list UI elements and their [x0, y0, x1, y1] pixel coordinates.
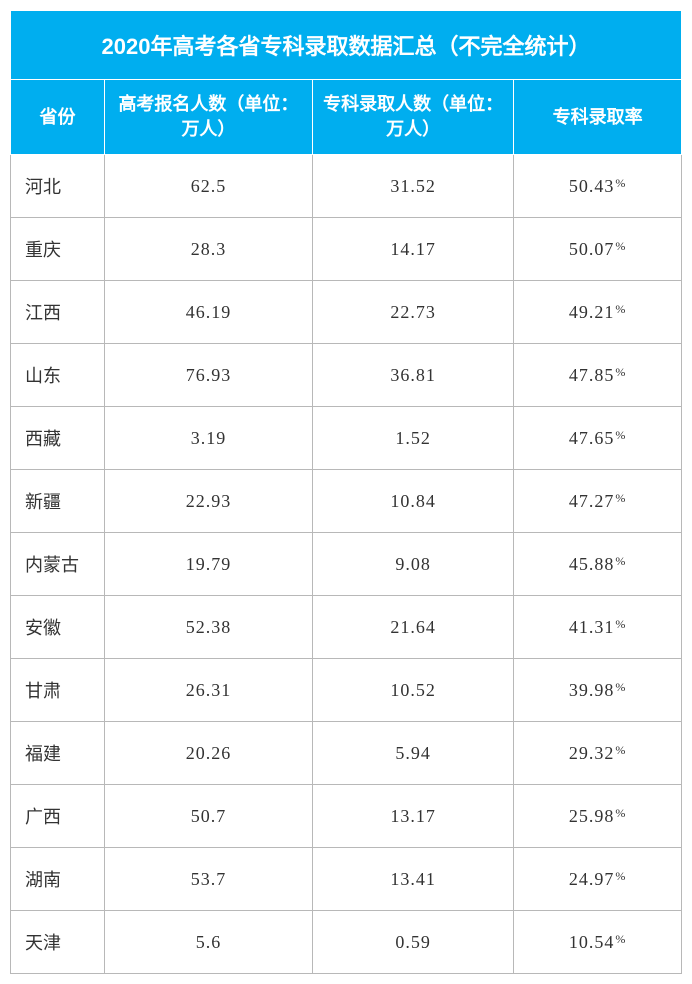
percent-icon: % [615, 743, 626, 757]
cell-province: 重庆 [11, 218, 105, 281]
cell-admitted: 10.52 [312, 659, 513, 722]
cell-admitted: 21.64 [312, 596, 513, 659]
cell-admitted: 14.17 [312, 218, 513, 281]
title-row: 2020年高考各省专科录取数据汇总（不完全统计） [11, 11, 682, 80]
cell-rate: 49.21% [514, 281, 682, 344]
cell-admitted: 13.17 [312, 785, 513, 848]
percent-icon: % [615, 680, 626, 694]
col-rate: 专科录取率 [514, 80, 682, 155]
cell-rate: 47.85% [514, 344, 682, 407]
percent-icon: % [615, 365, 626, 379]
cell-province: 河北 [11, 155, 105, 218]
percent-icon: % [615, 428, 626, 442]
cell-admitted: 5.94 [312, 722, 513, 785]
cell-admitted: 9.08 [312, 533, 513, 596]
cell-rate: 25.98% [514, 785, 682, 848]
table-row: 山东76.9336.8147.85% [11, 344, 682, 407]
percent-icon: % [615, 176, 626, 190]
cell-province: 天津 [11, 911, 105, 974]
header-row: 省份 高考报名人数（单位：万人） 专科录取人数（单位：万人） 专科录取率 [11, 80, 682, 155]
cell-applicants: 3.19 [104, 407, 312, 470]
cell-admitted: 1.52 [312, 407, 513, 470]
cell-applicants: 19.79 [104, 533, 312, 596]
table-row: 广西50.713.1725.98% [11, 785, 682, 848]
cell-rate: 29.32% [514, 722, 682, 785]
table-row: 天津5.60.5910.54% [11, 911, 682, 974]
cell-rate: 47.65% [514, 407, 682, 470]
table-row: 甘肃26.3110.5239.98% [11, 659, 682, 722]
table-row: 重庆28.314.1750.07% [11, 218, 682, 281]
cell-rate: 41.31% [514, 596, 682, 659]
table-title: 2020年高考各省专科录取数据汇总（不完全统计） [11, 11, 682, 80]
cell-applicants: 28.3 [104, 218, 312, 281]
cell-applicants: 52.38 [104, 596, 312, 659]
cell-rate: 39.98% [514, 659, 682, 722]
cell-province: 安徽 [11, 596, 105, 659]
col-applicants: 高考报名人数（单位：万人） [104, 80, 312, 155]
cell-applicants: 46.19 [104, 281, 312, 344]
cell-province: 江西 [11, 281, 105, 344]
cell-applicants: 50.7 [104, 785, 312, 848]
table-row: 新疆22.9310.8447.27% [11, 470, 682, 533]
cell-admitted: 36.81 [312, 344, 513, 407]
cell-admitted: 22.73 [312, 281, 513, 344]
percent-icon: % [615, 302, 626, 316]
table-row: 西藏3.191.5247.65% [11, 407, 682, 470]
table-row: 河北62.531.5250.43% [11, 155, 682, 218]
table-row: 福建20.265.9429.32% [11, 722, 682, 785]
percent-icon: % [615, 617, 626, 631]
percent-icon: % [615, 806, 626, 820]
cell-applicants: 26.31 [104, 659, 312, 722]
cell-admitted: 10.84 [312, 470, 513, 533]
cell-province: 内蒙古 [11, 533, 105, 596]
cell-province: 湖南 [11, 848, 105, 911]
cell-applicants: 62.5 [104, 155, 312, 218]
cell-rate: 10.54% [514, 911, 682, 974]
percent-icon: % [615, 932, 626, 946]
cell-province: 山东 [11, 344, 105, 407]
cell-rate: 50.43% [514, 155, 682, 218]
table-row: 湖南53.713.4124.97% [11, 848, 682, 911]
cell-province: 西藏 [11, 407, 105, 470]
percent-icon: % [615, 869, 626, 883]
table-container: 2020年高考各省专科录取数据汇总（不完全统计） 省份 高考报名人数（单位：万人… [0, 0, 692, 984]
table-row: 江西46.1922.7349.21% [11, 281, 682, 344]
table-row: 内蒙古19.799.0845.88% [11, 533, 682, 596]
cell-rate: 24.97% [514, 848, 682, 911]
cell-applicants: 53.7 [104, 848, 312, 911]
admission-table: 2020年高考各省专科录取数据汇总（不完全统计） 省份 高考报名人数（单位：万人… [10, 10, 682, 974]
cell-rate: 45.88% [514, 533, 682, 596]
cell-applicants: 5.6 [104, 911, 312, 974]
cell-province: 新疆 [11, 470, 105, 533]
cell-admitted: 13.41 [312, 848, 513, 911]
col-admitted: 专科录取人数（单位：万人） [312, 80, 513, 155]
cell-rate: 47.27% [514, 470, 682, 533]
col-province: 省份 [11, 80, 105, 155]
cell-province: 甘肃 [11, 659, 105, 722]
percent-icon: % [615, 491, 626, 505]
table-row: 安徽52.3821.6441.31% [11, 596, 682, 659]
cell-applicants: 76.93 [104, 344, 312, 407]
cell-admitted: 0.59 [312, 911, 513, 974]
cell-admitted: 31.52 [312, 155, 513, 218]
percent-icon: % [615, 239, 626, 253]
cell-applicants: 20.26 [104, 722, 312, 785]
cell-province: 广西 [11, 785, 105, 848]
cell-applicants: 22.93 [104, 470, 312, 533]
cell-province: 福建 [11, 722, 105, 785]
cell-rate: 50.07% [514, 218, 682, 281]
percent-icon: % [615, 554, 626, 568]
table-body: 河北62.531.5250.43%重庆28.314.1750.07%江西46.1… [11, 155, 682, 974]
